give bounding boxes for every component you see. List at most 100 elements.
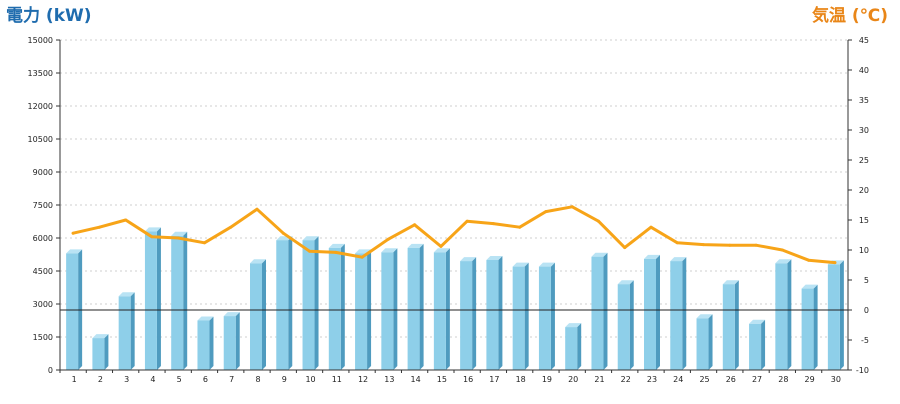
bar-front xyxy=(670,261,683,370)
bar-top xyxy=(644,254,660,259)
temperature-point xyxy=(780,248,784,252)
temperature-point xyxy=(675,241,679,245)
bar-side xyxy=(262,259,266,370)
left-tick-label: 4500 xyxy=(33,267,53,276)
x-tick-label: 27 xyxy=(752,375,762,384)
bar-top xyxy=(670,257,687,262)
x-tick-label: 15 xyxy=(437,375,447,384)
right-tick-label: 40 xyxy=(859,66,869,75)
bar-side xyxy=(156,227,161,370)
right-tick-label: 30 xyxy=(859,126,869,135)
bar xyxy=(381,248,398,370)
x-tick-label: 7 xyxy=(229,375,234,384)
bar-side xyxy=(550,262,555,370)
temperature-point xyxy=(807,258,811,262)
right-tick-label: -5 xyxy=(861,336,869,345)
bar-top xyxy=(223,312,240,317)
bar-front xyxy=(696,318,709,370)
bar xyxy=(276,236,293,370)
bar-top xyxy=(302,236,319,241)
bar-front xyxy=(66,253,79,370)
bar xyxy=(749,319,766,370)
temperature-point xyxy=(596,219,600,223)
temperature-point xyxy=(124,218,128,222)
x-tick-label: 29 xyxy=(805,375,815,384)
right-tick-label: 45 xyxy=(859,36,869,45)
bar-top xyxy=(538,262,555,267)
x-tick-label: 23 xyxy=(647,375,657,384)
x-tick-label: 20 xyxy=(568,375,578,384)
bar xyxy=(92,334,109,370)
bar xyxy=(407,243,424,370)
x-tick-label: 26 xyxy=(726,375,736,384)
bar xyxy=(197,316,214,370)
bar-front xyxy=(775,263,788,370)
left-tick-label: 13500 xyxy=(28,69,53,78)
x-tick-label: 28 xyxy=(778,375,788,384)
bar-front xyxy=(749,323,762,370)
bar-top xyxy=(250,259,266,264)
temperature-point xyxy=(649,225,653,229)
temperature-point xyxy=(71,231,75,235)
bar-front xyxy=(591,256,604,370)
bar xyxy=(827,260,844,370)
x-tick-label: 30 xyxy=(831,375,841,384)
bar-side xyxy=(734,280,739,370)
x-tick-label: 22 xyxy=(621,375,631,384)
bar-side xyxy=(813,284,818,370)
bar-side xyxy=(314,236,319,370)
bar xyxy=(223,312,240,370)
bar-top xyxy=(144,227,161,232)
temperature-point xyxy=(439,244,443,248)
bar-side xyxy=(603,252,608,370)
bar-front xyxy=(328,247,341,370)
power-bars xyxy=(66,227,844,370)
bar-top xyxy=(197,316,214,321)
bar-side xyxy=(629,280,634,370)
right-tick-label: 15 xyxy=(859,216,869,225)
x-tick-label: 24 xyxy=(673,375,683,384)
bar-top xyxy=(775,259,792,264)
x-tick-label: 11 xyxy=(332,375,342,384)
bar-front xyxy=(538,266,551,370)
bar xyxy=(250,259,266,370)
bar xyxy=(328,243,345,370)
temperature-point xyxy=(754,243,758,247)
bar-side xyxy=(498,256,503,370)
bar-front xyxy=(801,288,814,370)
x-tick-label: 10 xyxy=(305,375,315,384)
bar xyxy=(118,292,135,370)
bar-front xyxy=(407,247,420,370)
right-tick-label: 25 xyxy=(859,156,869,165)
bar-top xyxy=(171,231,188,236)
temperature-point xyxy=(334,250,338,254)
bar-front xyxy=(250,263,262,370)
right-tick-label: 35 xyxy=(859,96,869,105)
bar xyxy=(801,284,818,370)
temperature-line xyxy=(71,205,837,265)
bar-top xyxy=(381,248,398,253)
temperature-point xyxy=(518,225,522,229)
bar xyxy=(696,314,713,370)
x-tick-label: 13 xyxy=(384,375,394,384)
bar-side xyxy=(393,248,398,370)
left-tick-label: 9000 xyxy=(33,168,53,177)
temperature-point xyxy=(308,249,312,253)
bar xyxy=(486,256,503,370)
bar-side xyxy=(708,314,713,370)
bar-side xyxy=(524,262,529,370)
bar-side xyxy=(235,312,240,370)
bar-top xyxy=(92,334,109,339)
x-tick-label: 9 xyxy=(282,375,287,384)
x-tick-label: 21 xyxy=(594,375,604,384)
temperature-point xyxy=(413,223,417,227)
bar-top xyxy=(722,280,739,285)
bar-side xyxy=(577,323,582,370)
temperature-point xyxy=(702,243,706,247)
left-axis-title: 電力 (kW) xyxy=(6,6,92,26)
bar-top xyxy=(328,243,345,248)
bar-side xyxy=(472,257,477,370)
x-tick-label: 5 xyxy=(177,375,182,384)
bar-front xyxy=(144,231,157,370)
